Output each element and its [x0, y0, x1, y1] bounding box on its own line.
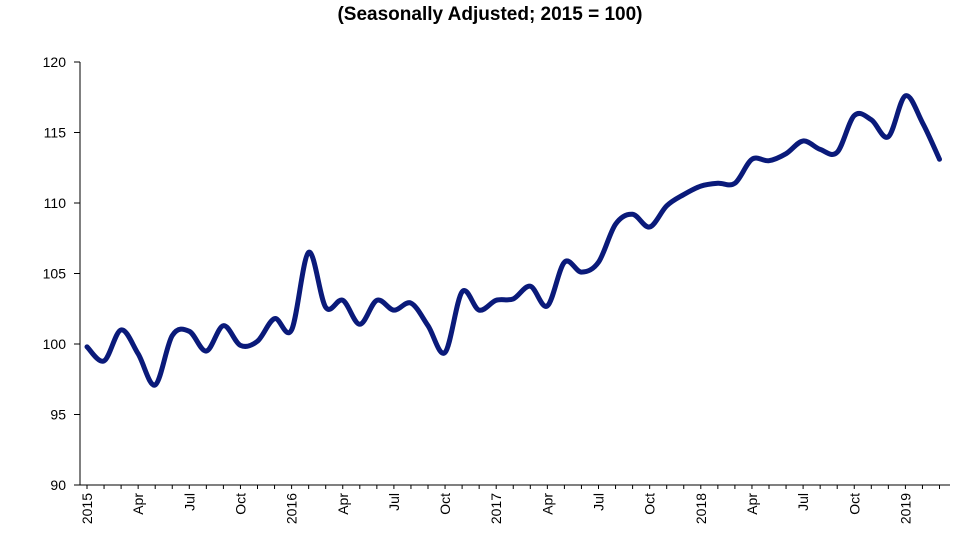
data-point: [630, 212, 635, 217]
x-tick-label: Apr: [335, 493, 351, 515]
data-point: [664, 203, 669, 208]
y-tick-label: 120: [43, 54, 67, 70]
x-tick-label: Oct: [642, 493, 658, 515]
data-point: [869, 117, 874, 122]
x-tick-label: 2016: [284, 493, 300, 524]
data-point: [272, 316, 277, 321]
series-layer: [84, 93, 942, 388]
axes: 90 95 100 105 110 115 120 2015 Apr Jul Oct 2016 Apr J…: [43, 54, 950, 524]
data-point: [852, 113, 857, 118]
x-tick-label: Jul: [181, 493, 197, 511]
data-point: [801, 138, 806, 143]
data-point: [903, 93, 908, 98]
data-point: [460, 289, 465, 294]
data-point: [306, 250, 311, 255]
x-tick-label: Apr: [539, 493, 555, 515]
x-tick-label: Jul: [386, 493, 402, 511]
data-point: [170, 333, 175, 338]
x-tick-label: Oct: [232, 493, 248, 515]
data-point: [528, 284, 533, 289]
x-tick-label: Jul: [795, 493, 811, 511]
data-point: [579, 270, 584, 275]
data-point: [238, 343, 243, 348]
data-point: [255, 339, 260, 344]
x-tick-label: Apr: [744, 493, 760, 515]
x-tick-label: Jul: [591, 493, 607, 511]
x-tick-label: Apr: [130, 493, 146, 515]
data-point: [391, 308, 396, 313]
data-point: [119, 327, 124, 332]
chart-subtitle: (Seasonally Adjusted; 2015 = 100): [337, 4, 643, 25]
data-point: [647, 224, 652, 229]
y-tick-label: 95: [50, 407, 66, 423]
data-point: [715, 181, 720, 186]
x-tick-label: 2019: [897, 493, 913, 524]
y-tick-label: 90: [50, 477, 66, 493]
data-point: [374, 298, 379, 303]
x-tick-label: 2018: [693, 493, 709, 524]
data-point: [289, 327, 294, 332]
data-point: [357, 322, 362, 327]
data-point: [136, 351, 141, 356]
data-point: [426, 323, 431, 328]
data-point: [340, 298, 345, 303]
data-point: [937, 157, 942, 162]
data-point: [698, 184, 703, 189]
data-point: [681, 192, 686, 197]
data-point: [920, 120, 925, 125]
x-tick-label: Oct: [437, 493, 453, 515]
y-tick-label: 105: [43, 266, 67, 282]
data-point: [511, 296, 516, 301]
y-tick-label: 115: [44, 125, 67, 141]
y-tick-label: 110: [44, 195, 67, 211]
data-point: [818, 147, 823, 152]
data-point: [784, 151, 789, 156]
x-tick-label: 2017: [488, 493, 504, 524]
data-point: [732, 181, 737, 186]
data-point: [187, 329, 192, 334]
data-point: [613, 222, 618, 227]
x-tick-label: Oct: [846, 493, 862, 515]
data-point: [102, 358, 107, 363]
data-point: [204, 349, 209, 354]
data-point: [562, 260, 567, 265]
data-point: [494, 298, 499, 303]
data-point: [749, 157, 754, 162]
data-point: [767, 158, 772, 163]
data-point: [85, 344, 90, 349]
data-point: [545, 303, 550, 308]
data-point: [477, 308, 482, 313]
data-point: [221, 323, 226, 328]
data-point: [408, 301, 413, 306]
data-point: [596, 260, 601, 265]
series-line: [84, 93, 942, 388]
y-tick-label: 100: [43, 336, 67, 352]
x-tick-label: 2015: [79, 493, 95, 524]
data-point: [886, 134, 891, 139]
data-point: [153, 382, 158, 387]
data-point: [443, 350, 448, 355]
data-point: [323, 305, 328, 310]
data-point: [835, 150, 840, 155]
